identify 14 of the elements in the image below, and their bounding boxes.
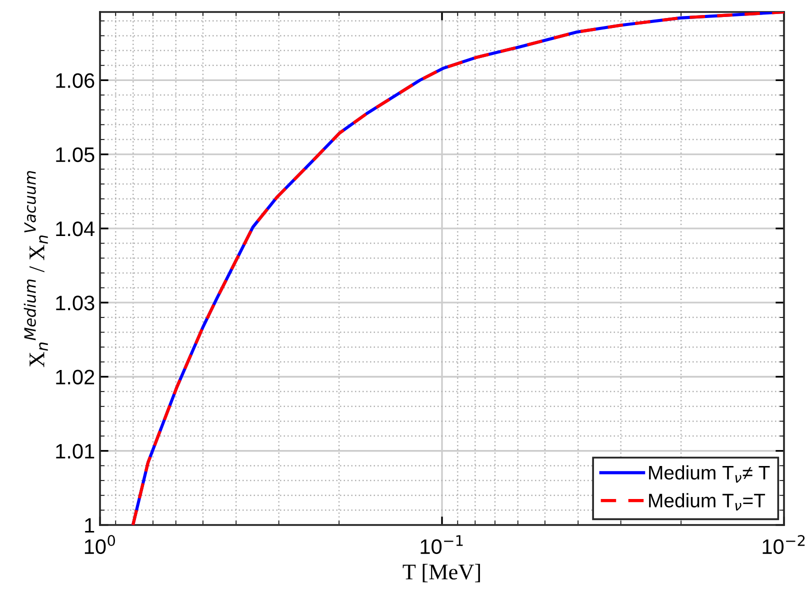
y-axis-title: X$_{n}$$^{Medium}$ / X$_{n}$$^{Vacuum}$ bbox=[24, 171, 48, 368]
y-tick-label: 1 bbox=[85, 518, 94, 533]
y-tick-label: 1.04 bbox=[56, 221, 95, 236]
x-axis-title: T [MeV] bbox=[402, 564, 480, 582]
legend-label: Medium T$_{ν}$=T bbox=[649, 493, 766, 510]
x-tick-label: 10$^{−2}$ bbox=[762, 535, 805, 554]
y-tick-label: 1.01 bbox=[56, 444, 94, 459]
y-tick-label: 1.06 bbox=[56, 73, 94, 88]
y-tick-label: 1.02 bbox=[56, 370, 94, 384]
y-tick-label: 1.05 bbox=[56, 147, 94, 162]
x-tick-label: 10$^{0}$ bbox=[84, 535, 116, 554]
y-tick-label: 1.03 bbox=[56, 296, 94, 310]
x-tick-label: 10$^{−1}$ bbox=[420, 535, 463, 554]
legend-label: Medium T$_{ν}$≠ T bbox=[649, 465, 770, 483]
